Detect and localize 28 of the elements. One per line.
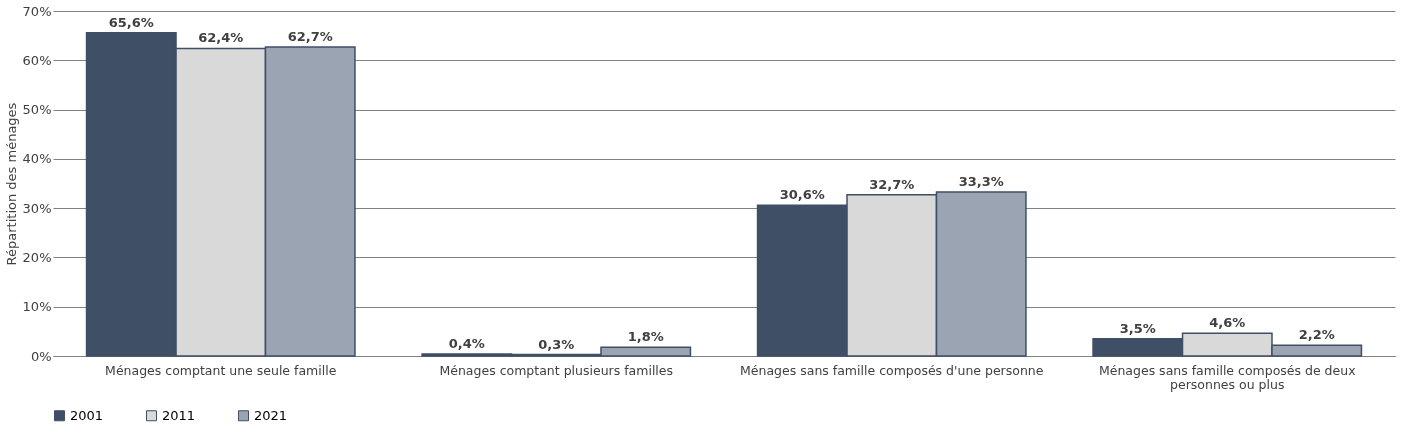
data-label: 32,7% [869,176,915,192]
data-label: 3,5% [1119,320,1156,336]
y-tick-label: 10% [22,299,52,315]
data-label: 1,8% [627,329,664,345]
legend-label: 2001 [70,407,104,423]
data-label: 62,7% [287,28,333,44]
data-label: 62,4% [198,30,244,46]
y-tick-label: 60% [22,52,52,68]
y-tick-label: 20% [22,249,52,265]
data-label: 0,3% [538,336,575,352]
data-label: 33,3% [958,173,1004,189]
data-label: 30,6% [779,187,825,203]
x-tick-label: Ménages comptant plusieurs familles [439,362,674,378]
data-label: 0,4% [448,336,485,352]
y-tick-label: 0% [30,348,52,364]
y-tick-label: 70% [22,3,52,19]
y-axis-title: Répartition des ménages [3,102,19,266]
legend-label: 2021 [254,407,288,423]
x-tick-label: Ménages comptant une seule famille [105,362,337,378]
y-tick-label: 30% [22,200,52,216]
x-tick-label: Ménages sans famille composés de deux personnes ou plus [1098,362,1356,392]
x-tick-label: Ménages sans famille composés d'une personne [740,362,1044,378]
y-tick-label: 40% [22,151,52,167]
data-label: 4,6% [1209,315,1246,331]
data-label: 2,2% [1298,327,1335,343]
legend-label: 2011 [162,407,196,423]
data-label: 65,6% [108,14,154,30]
y-tick-label: 50% [22,102,52,118]
